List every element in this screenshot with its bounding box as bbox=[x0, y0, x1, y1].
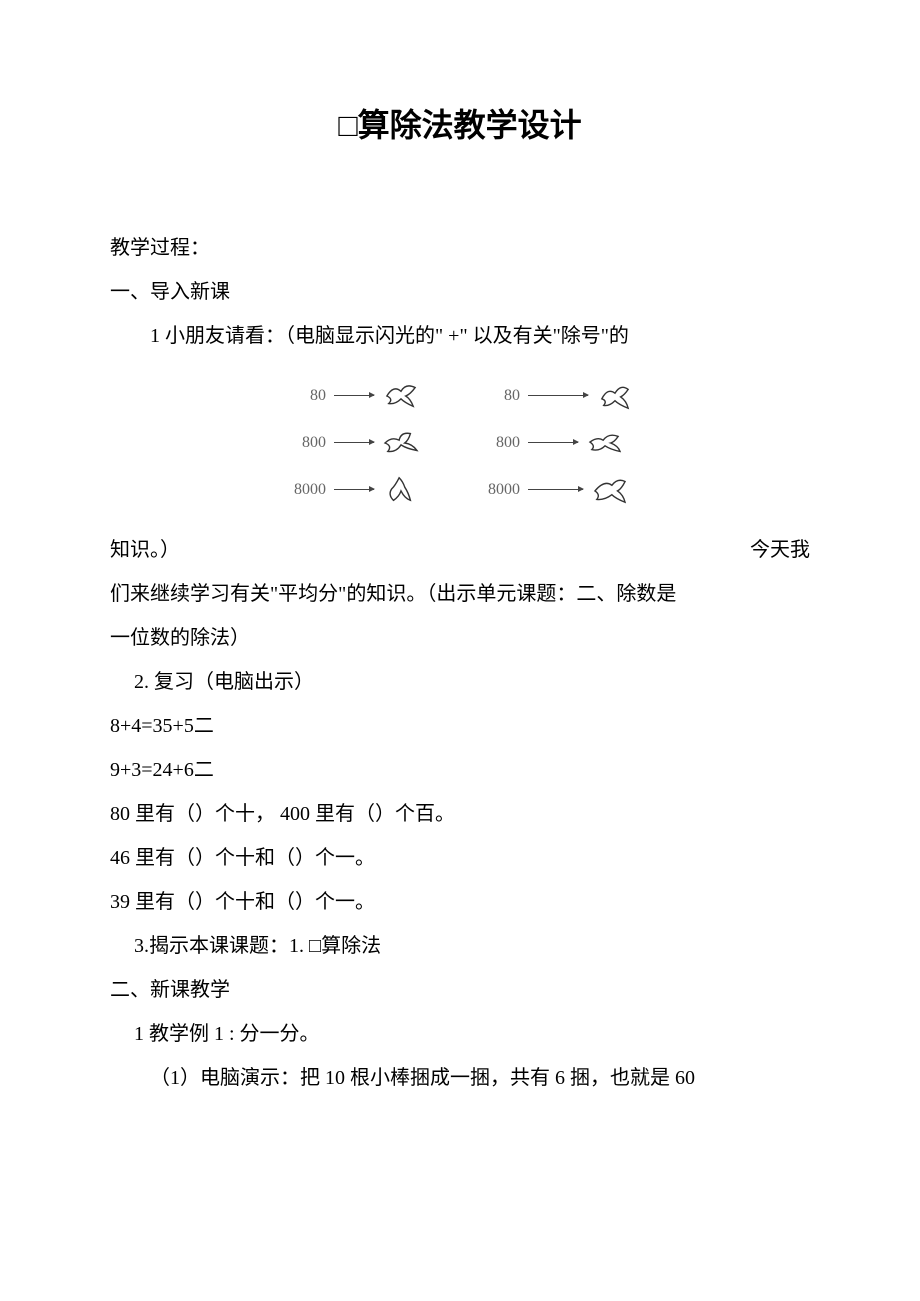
split-text-line: 知识。） 今天我 bbox=[110, 528, 810, 572]
arrow-icon bbox=[528, 489, 583, 490]
section-intro: 一、导入新课 bbox=[110, 270, 810, 314]
figure-number: 800 bbox=[286, 425, 326, 460]
section-process: 教学过程： bbox=[110, 226, 810, 270]
figure-number: 8000 bbox=[480, 472, 520, 507]
figure-row: 8000 bbox=[286, 472, 420, 507]
arrow-icon bbox=[334, 395, 374, 396]
review-item-1: 8+4=35+5二 bbox=[110, 704, 810, 748]
bird-icon bbox=[591, 474, 629, 506]
figure-row: 800 bbox=[286, 425, 420, 460]
reveal-topic: 3.揭示本课课题：1. □算除法 bbox=[110, 924, 810, 968]
figure-left-column: 80 800 8000 bbox=[286, 378, 420, 508]
review-item-4: 46 里有（）个十和（）个一。 bbox=[110, 836, 810, 880]
bird-icon bbox=[596, 380, 634, 412]
figure-row: 80 bbox=[480, 378, 634, 413]
bird-icon bbox=[382, 474, 420, 506]
review-item-2: 9+3=24+6二 bbox=[110, 748, 810, 792]
arrow-icon bbox=[334, 442, 374, 443]
section-new: 二、新课教学 bbox=[110, 968, 810, 1012]
page-title: □算除法教学设计 bbox=[110, 100, 810, 146]
arrow-icon bbox=[528, 395, 588, 396]
review-item-3: 80 里有（）个十， 400 里有（）个百。 bbox=[110, 792, 810, 836]
bird-icon bbox=[382, 380, 420, 412]
intro-line-2: 们来继续学习有关"平均分"的知识。（出示单元课题：二、除数是 bbox=[110, 572, 810, 616]
bird-icon bbox=[586, 427, 624, 459]
split-right: 今天我 bbox=[750, 528, 810, 572]
figure-number: 80 bbox=[286, 378, 326, 413]
intro-line-3: 一位数的除法） bbox=[110, 616, 810, 660]
figure-number: 80 bbox=[480, 378, 520, 413]
figure-right-column: 80 800 8000 bbox=[480, 378, 634, 508]
bird-icon bbox=[382, 427, 420, 459]
figure-number: 8000 bbox=[286, 472, 326, 507]
review-heading: 2. 复习（电脑出示） bbox=[110, 660, 810, 704]
split-left: 知识。） bbox=[110, 528, 180, 572]
example-heading: 1 教学例 1 : 分一分。 bbox=[110, 1012, 810, 1056]
intro-line-1: 1 小朋友请看：（电脑显示闪光的" +" 以及有关"除号"的 bbox=[110, 314, 810, 358]
figure-row: 80 bbox=[286, 378, 420, 413]
example-line-1: （1）电脑演示：把 10 根小棒捆成一捆，共有 6 捆，也就是 60 bbox=[110, 1056, 810, 1100]
review-item-5: 39 里有（）个十和（）个一。 bbox=[110, 880, 810, 924]
figure-row: 8000 bbox=[480, 472, 634, 507]
arrow-icon bbox=[528, 442, 578, 443]
bird-figure: 80 800 8000 80 800 bbox=[110, 378, 810, 508]
figure-row: 800 bbox=[480, 425, 634, 460]
figure-number: 800 bbox=[480, 425, 520, 460]
arrow-icon bbox=[334, 489, 374, 490]
